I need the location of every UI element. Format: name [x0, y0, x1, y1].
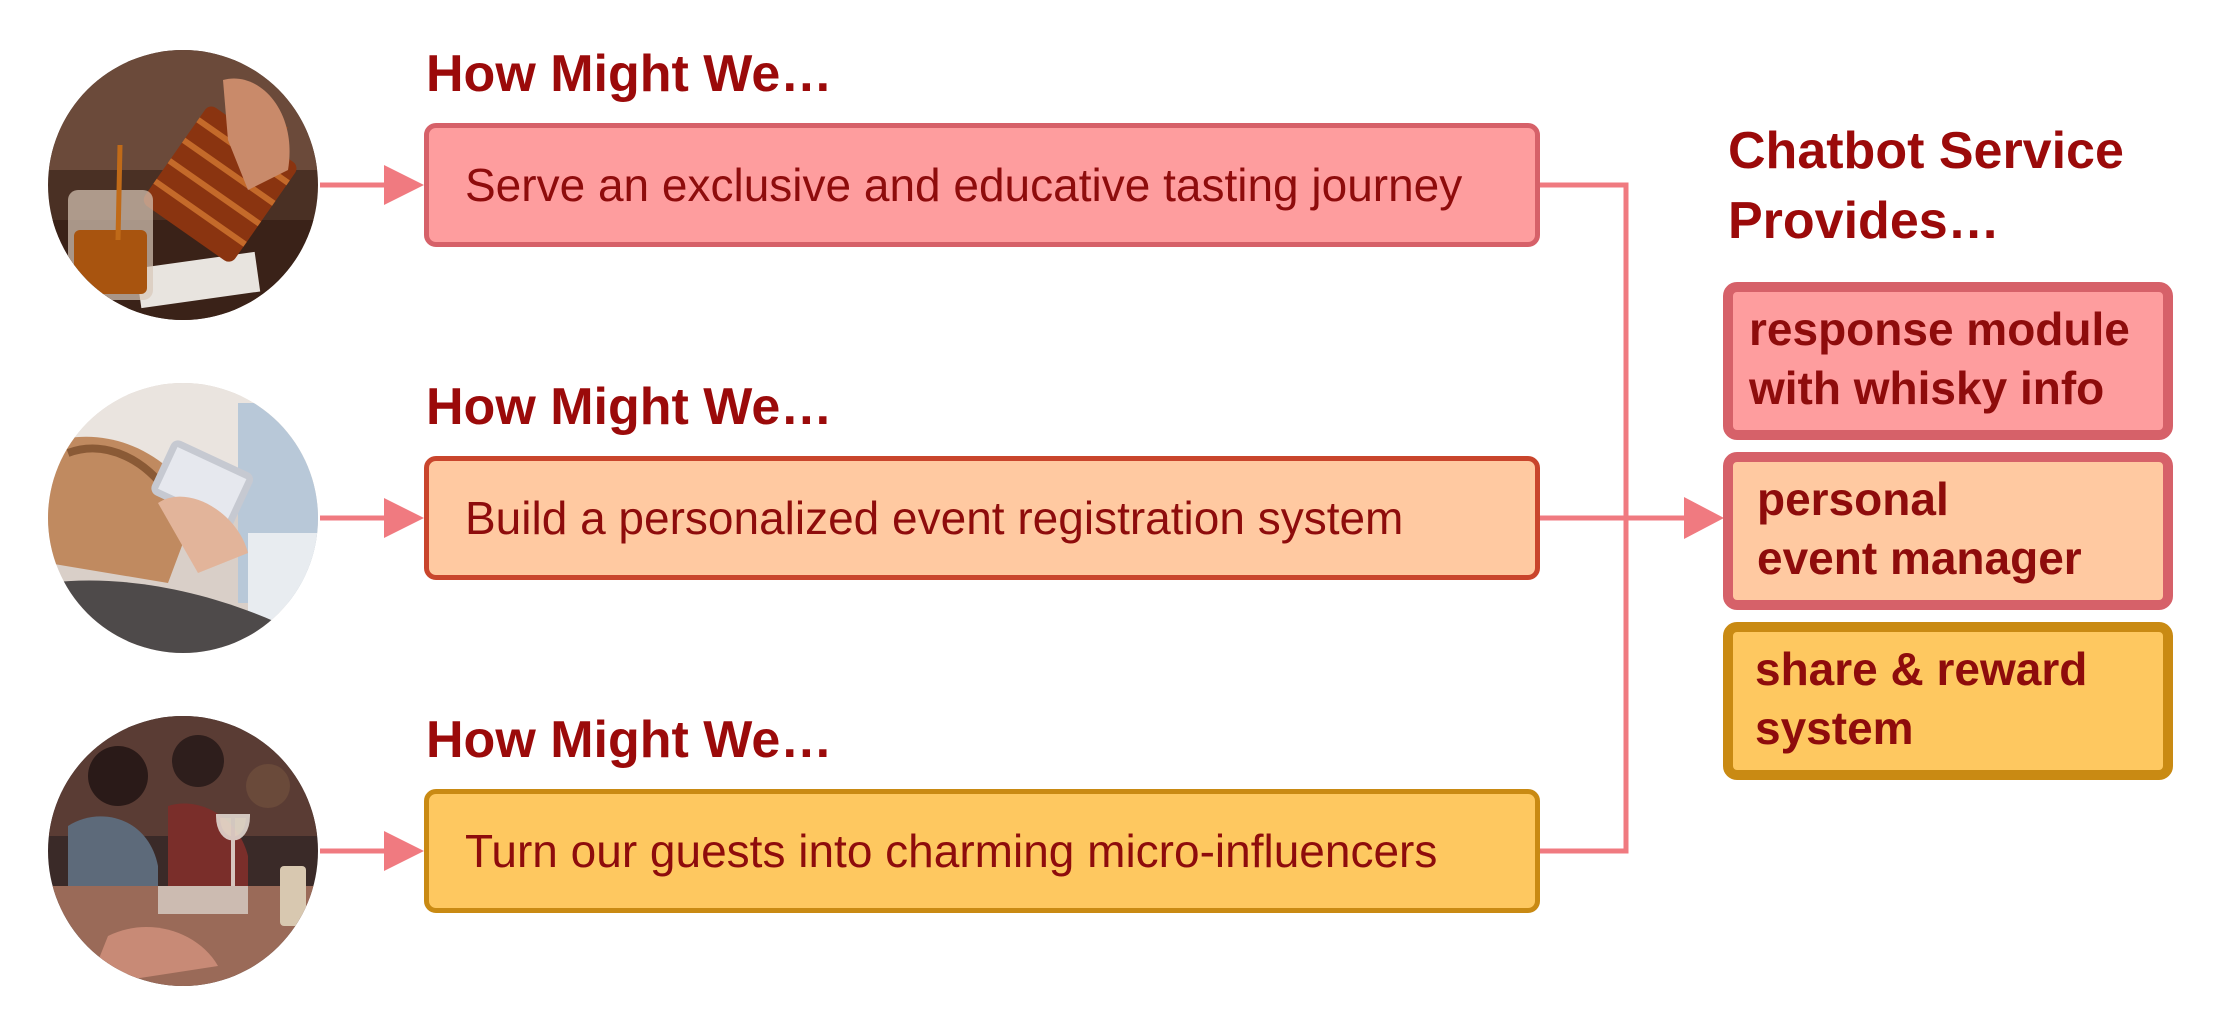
service-box-response-module: response module with whisky info — [1723, 282, 2173, 440]
merge-line-row-1 — [1540, 182, 1629, 518]
hmw-statement-2: Build a personalized event registration … — [465, 492, 1404, 544]
restaurant-guests-photo — [48, 716, 318, 986]
service-box-event-manager: personal event manager — [1723, 452, 2173, 610]
hmw-statement-1: Serve an exclusive and educative tasting… — [465, 159, 1463, 211]
provides-title-line-2: Provides… — [1728, 192, 2000, 250]
service-box-2-line-1: personal — [1757, 473, 1949, 525]
phone-in-hands-photo — [48, 383, 318, 653]
provides-title-line-1: Chatbot Service — [1728, 122, 2124, 180]
service-box-share-reward: share & reward system — [1723, 622, 2173, 780]
provides-title: Chatbot Service Provides… — [1728, 116, 2124, 256]
hmw-heading-2: How Might We… — [426, 378, 833, 436]
arrowhead-row-1 — [384, 165, 424, 205]
merge-line-row-3 — [1540, 518, 1629, 854]
hmw-statement-box-2: Build a personalized event registration … — [424, 456, 1540, 580]
hmw-statement-3: Turn our guests into charming micro-infl… — [465, 825, 1438, 877]
arrowhead-row-2 — [384, 498, 424, 538]
arrowhead-provides — [1684, 497, 1724, 539]
hmw-statement-box-1: Serve an exclusive and educative tasting… — [424, 123, 1540, 247]
whisky-pouring-photo — [48, 50, 318, 320]
hmw-statement-box-3: Turn our guests into charming micro-infl… — [424, 789, 1540, 913]
service-box-3-line-1: share & reward — [1755, 643, 2088, 695]
service-box-1-line-1: response module — [1749, 303, 2130, 355]
arrowhead-row-3 — [384, 831, 424, 871]
service-box-3-line-2: system — [1755, 702, 1914, 754]
hmw-heading-3: How Might We… — [426, 711, 833, 769]
service-box-2-line-2: event manager — [1757, 532, 2082, 584]
hmw-heading-1: How Might We… — [426, 45, 833, 103]
service-box-1-line-2: with whisky info — [1749, 362, 2105, 414]
